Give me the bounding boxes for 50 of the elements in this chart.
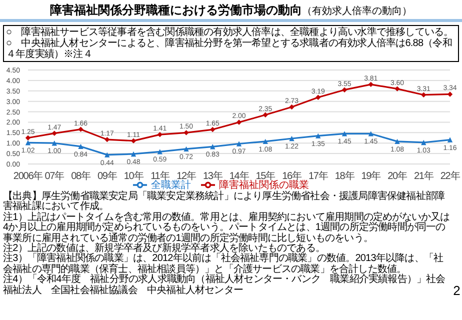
point — [25, 135, 31, 140]
text: ○ 障害福祉サービス等従事者を含む関係職種の有効求人倍率は、全職種より高い水準で推移している。 — [6, 27, 454, 38]
text: ○ 中央福祉人材センターによると、障害福祉分野を第一希望とする求職者の有効求人倍率は6.88（令和４年度実績）※注４ — [6, 38, 453, 60]
point — [394, 86, 400, 92]
point — [157, 132, 162, 138]
x-tick-label: 09年 — [97, 170, 118, 182]
point — [210, 144, 216, 150]
x-tick-label: 2006年 — [13, 170, 44, 182]
x-tick-label: 22年 — [440, 170, 460, 182]
point — [210, 126, 216, 132]
point — [262, 138, 268, 144]
point — [78, 144, 84, 150]
point — [262, 112, 268, 118]
point — [157, 149, 162, 154]
point — [184, 130, 189, 136]
point — [447, 137, 453, 142]
text: 注4）「令和4年度 福祉分野の求人求職動向（福祉人材センター・バンク 職業紹介実績報告）」社会福祉法人 全国社会福祉協議会 中央福祉人材センター — [3, 274, 446, 296]
x-tick-label: 08年 — [71, 170, 92, 182]
point — [184, 146, 189, 152]
x-tick-label: 19年 — [361, 170, 382, 182]
text: 2 — [453, 282, 460, 298]
point — [104, 136, 110, 142]
point — [289, 136, 294, 142]
point — [236, 141, 242, 146]
point — [289, 104, 294, 110]
point — [394, 138, 400, 144]
point — [236, 120, 242, 125]
point — [78, 126, 84, 132]
x-tick-label: 21年 — [414, 170, 434, 182]
point — [25, 140, 31, 146]
text: 【出典】厚生労働省職業安定局「職業安定業務統計」により厚生労働省社会・援護局障害保健福祉部障害福祉課において作成。 — [3, 191, 446, 212]
legend-label: 全職業計 — [151, 180, 191, 191]
point — [316, 94, 321, 100]
point — [104, 152, 110, 158]
point — [421, 140, 426, 146]
x-tick-label: 07年 — [44, 170, 65, 182]
x-tick-label: 18年 — [334, 170, 355, 182]
point — [342, 87, 348, 92]
text: 注3）「障害福祉関係の職業」は、2012年以前は「社会福祉専門の職業」の数値。2013年以降は、「社会福祉の専門的職業（保育士、福祉相談員等）」と「介護サービスの職業」を合計した数値。 — [3, 253, 444, 275]
point — [52, 130, 57, 136]
point — [130, 151, 136, 157]
text: 注1）上記はパートタイムを含む常用の数値。常用とは、雇用契約において雇用期間の定めがないか又は4か月以上の雇用期間が定められているものをいう。パートタイムとは、1週間の所定労働時間が同一の事業所に雇用されている通常の労働者の1週間の所定労働時間に比し短いものをいう。 — [3, 212, 450, 244]
point — [316, 133, 321, 138]
chart-subtitle: （有効求人倍率の動向） — [302, 6, 412, 17]
point — [368, 82, 374, 88]
x-tick-label: 10年 — [124, 170, 144, 182]
point — [342, 131, 348, 136]
x-tick-label: 17年 — [308, 170, 328, 182]
x-tick-label: 20年 — [388, 170, 408, 182]
point — [368, 131, 374, 136]
